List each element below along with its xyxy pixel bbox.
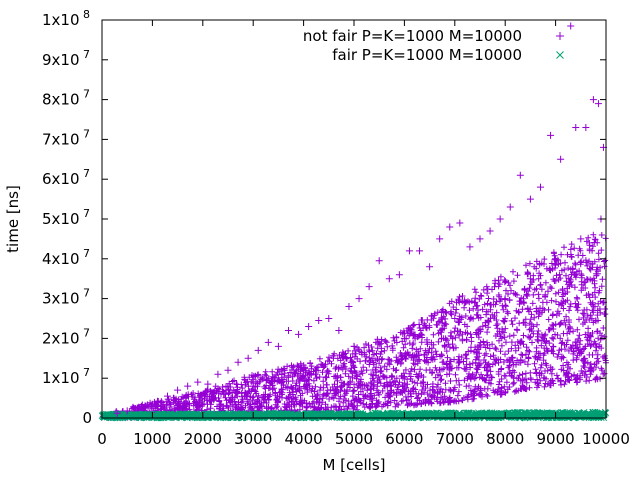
data-point [254,346,262,354]
y-axis-label: time [ns] [4,185,22,253]
data-point [300,366,308,374]
data-point [345,303,353,311]
data-point [249,382,257,390]
data-point [274,342,282,350]
data-point [395,271,403,279]
data-point [416,247,424,255]
y-tick-label: 1x10 7 [42,366,90,387]
y-tick-label: 6x10 7 [42,167,90,188]
data-point [536,183,544,191]
data-point [143,401,151,409]
x-tick-label: 9000 [537,430,575,448]
series-band-1 [98,408,610,422]
data-point [496,215,504,223]
data-point [446,223,454,231]
data-point [164,392,172,400]
y-tick-label: 3x10 7 [42,287,90,308]
y-tick-label: 8x10 7 [42,88,90,109]
outlier-points-layer [113,22,607,417]
x-axis-label: M [cells] [322,456,385,474]
data-point [355,295,363,303]
legend-cross-mark [556,51,564,59]
data-point [244,354,252,362]
data-point [184,382,192,390]
data-point [133,404,141,412]
data-point [594,100,602,108]
x-tick-label: 7000 [436,430,474,448]
data-point [385,275,393,283]
y-tick-label: 5x10 7 [42,207,90,228]
data-point [335,326,343,334]
data-point [526,195,534,203]
data-points-layer [98,231,610,422]
data-point [526,275,534,283]
data-point [577,235,585,243]
data-point-cloud [99,231,609,421]
series-band-0 [99,231,609,421]
data-point [264,338,272,346]
legend: not fair P=K=1000 M=10000 fair P=K=1000 … [303,27,564,64]
y-tick-label: 4x10 7 [42,247,90,268]
data-point [365,283,373,291]
x-tick-label: 2000 [184,430,222,448]
data-point [552,255,560,263]
data-point [506,203,514,211]
x-tick-label: 8000 [486,430,524,448]
data-point [400,334,408,342]
data-point [572,123,580,131]
data-point [589,96,597,104]
data-point [501,295,509,303]
data-point [436,235,444,243]
data-point [350,342,358,350]
data-point [567,22,575,30]
y-tick-label: 9x10 7 [42,48,90,69]
x-tick-label: 3000 [234,430,272,448]
data-point [451,315,459,322]
data-point-cloud [98,408,610,422]
x-tick-label: 1000 [133,430,171,448]
data-point [466,243,474,251]
data-point [234,358,242,366]
data-point [405,247,413,255]
y-tick-label: 1x10 8 [42,8,90,29]
legend-label-not-fair: not fair P=K=1000 M=10000 [303,27,522,45]
data-point [284,326,292,334]
data-point [305,322,313,330]
x-tick-label: 5000 [335,430,373,448]
x-tick-label: 10000 [582,430,630,448]
y-tick-label: 7x10 7 [42,127,90,148]
data-point [174,386,182,394]
data-point [486,227,494,235]
data-point [375,257,383,265]
data-point [204,380,212,388]
data-point [315,316,323,324]
legend-marker-cross-icon [556,51,564,59]
data-point [557,155,565,163]
data-point [582,123,590,131]
data-point [224,366,232,374]
legend-marker-plus-icon [556,32,564,40]
x-tick-label: 4000 [285,430,323,448]
x-axis-ticks: 0 1000 2000 3000 4000 5000 6000 7000 8000 9000 100… [97,20,630,448]
data-point [123,407,131,415]
x-tick-label: 6000 [385,430,423,448]
y-axis-ticks: 0 1x10 7 2x10 7 3x10 7 4x10 7 5x10 7 6x10 7 7x1… [42,8,606,427]
data-point [295,330,303,338]
data-point [547,131,555,139]
data-point [325,315,333,322]
legend-label-fair: fair P=K=1000 M=10000 [332,46,522,64]
y-tick-label: 2x10 7 [42,326,90,347]
data-point [113,409,121,417]
data-point [426,263,434,271]
legend-plus-mark [556,32,564,40]
data-point [516,171,524,179]
data-point [456,219,464,227]
x-tick-label: 0 [97,430,107,448]
data-point [214,370,222,378]
y-tick-label: 0 [82,409,92,427]
data-point [476,235,484,243]
data-point [194,378,202,386]
data-point [153,397,161,405]
